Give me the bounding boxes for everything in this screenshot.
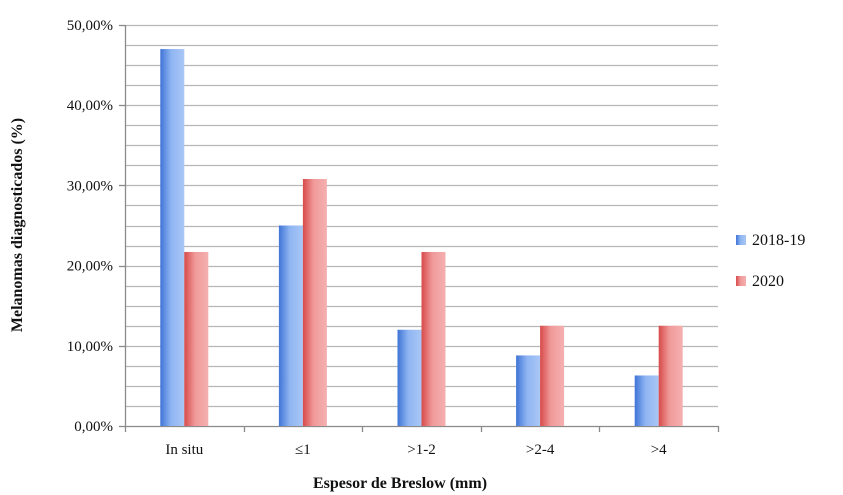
x-tick-label: ≤1 (295, 442, 311, 458)
x-axis-tick-labels: In situ ≤1 >1-2 >2-4 >4 (165, 442, 667, 458)
y-tick-label: 0,00% (74, 419, 113, 435)
legend: 2018-19 2020 (736, 232, 805, 290)
y-tick-label: 40,00% (67, 98, 113, 114)
y-axis-tick-labels: 0,00% 10,00% 20,00% 30,00% 40,00% 50,00% (67, 18, 113, 435)
legend-swatch (736, 235, 746, 245)
y-tick-label: 50,00% (67, 18, 113, 34)
legend-label: 2018-19 (752, 232, 805, 249)
x-tick-label: >2-4 (526, 442, 555, 458)
bars (160, 49, 683, 427)
y-tick-label: 10,00% (67, 339, 113, 355)
bar-2018-19 (516, 355, 541, 426)
axes (119, 24, 720, 432)
bar-2020 (302, 178, 327, 426)
bar-2020 (184, 251, 209, 426)
bar-2020 (421, 251, 446, 426)
bar-2018-19 (278, 225, 303, 426)
x-axis-title: Espesor de Breslow (mm) (313, 475, 487, 492)
x-tick-label: >1-2 (407, 442, 435, 458)
x-tick-label: >4 (651, 442, 667, 458)
bar-2020 (540, 325, 565, 426)
legend-label: 2020 (752, 273, 784, 290)
grid-lines (125, 24, 718, 408)
y-tick-label: 20,00% (67, 259, 113, 275)
y-tick-label: 30,00% (67, 178, 113, 194)
bar-2018-19 (160, 49, 185, 427)
x-tick-label: In situ (165, 442, 203, 458)
legend-swatch (736, 276, 746, 286)
bar-2018-19 (397, 329, 422, 426)
y-axis-title: Melanomas diagnosticados (%) (9, 118, 26, 332)
bar-2020 (658, 325, 683, 426)
bar-2018-19 (634, 375, 659, 426)
